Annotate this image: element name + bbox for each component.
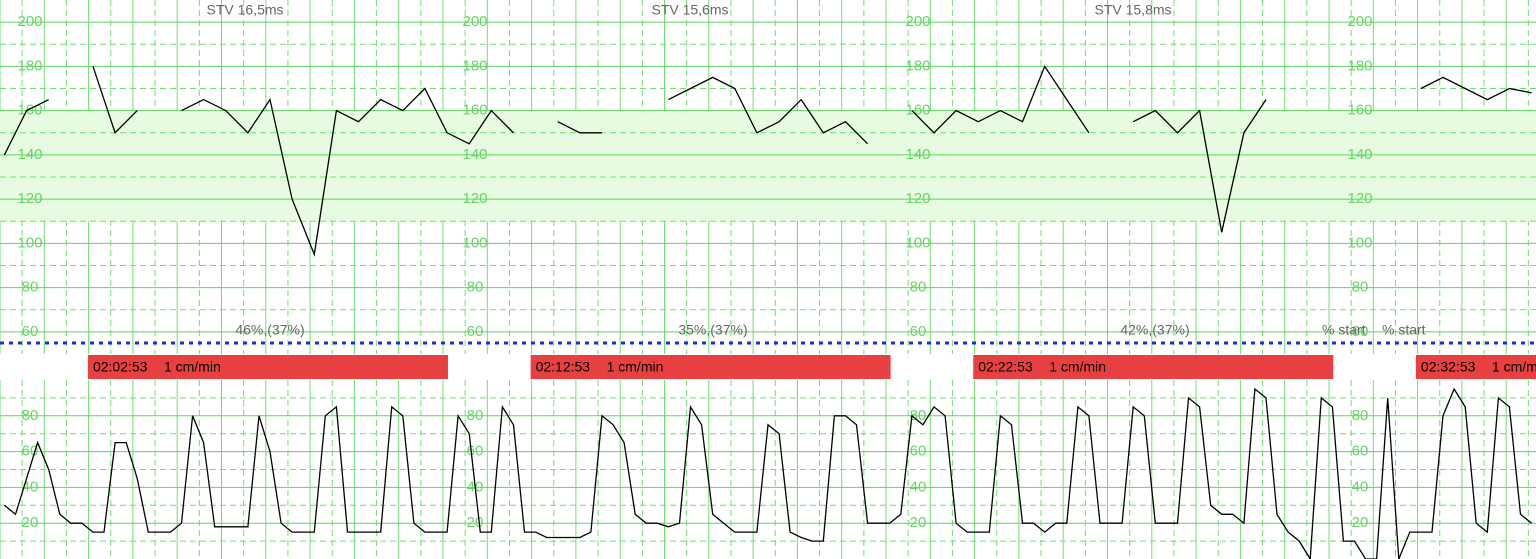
ratio-label: 42%,(37%) — [1120, 322, 1189, 338]
y-tick-label: 140 — [17, 146, 42, 163]
y-tick-label: 40 — [910, 478, 927, 495]
time-band — [530, 355, 891, 379]
stv-label: STV 16,5ms — [206, 2, 283, 18]
y-tick-label: 80 — [22, 407, 39, 424]
y-tick-label: 160 — [905, 102, 930, 119]
y-tick-label: 120 — [1347, 190, 1372, 207]
speed-label: 1 cm/min — [607, 359, 664, 375]
time-label: 02:02:53 — [93, 359, 148, 375]
y-tick-label: 140 — [1347, 146, 1372, 163]
y-tick-label: 80 — [22, 279, 39, 296]
ratio-label: 35%,(37%) — [678, 322, 747, 338]
time-label: 02:22:53 — [978, 359, 1033, 375]
y-tick-label: 120 — [462, 190, 487, 207]
y-tick-label: 80 — [467, 279, 484, 296]
y-tick-label: 140 — [462, 146, 487, 163]
y-tick-label: 100 — [462, 234, 487, 251]
y-tick-label: 80 — [467, 407, 484, 424]
y-tick-label: 60 — [467, 323, 484, 340]
stv-label: STV 15,6ms — [651, 2, 728, 18]
y-tick-label: 80 — [910, 407, 927, 424]
y-tick-label: 200 — [462, 13, 487, 30]
normal-band — [0, 110, 1536, 222]
y-tick-label: 120 — [905, 190, 930, 207]
y-tick-label: 80 — [910, 279, 927, 296]
y-tick-label: 80 — [1352, 407, 1369, 424]
ratio-label: 46%,(37%) — [235, 322, 304, 338]
y-tick-label: 180 — [17, 57, 42, 74]
speed-label: 1 cm/min — [164, 359, 221, 375]
y-tick-label: 140 — [905, 146, 930, 163]
y-tick-label: 180 — [1347, 57, 1372, 74]
time-band — [87, 355, 448, 379]
y-tick-label: 60 — [910, 323, 927, 340]
y-tick-label: 100 — [1347, 234, 1372, 251]
y-tick-label: 120 — [17, 190, 42, 207]
y-tick-label: 20 — [910, 514, 927, 531]
y-tick-label: 60 — [1352, 323, 1369, 340]
time-label: 02:32:53 — [1421, 359, 1476, 375]
status-label: % start — [1382, 322, 1426, 338]
y-tick-label: 60 — [467, 443, 484, 460]
y-tick-label: 20 — [467, 514, 484, 531]
y-tick-label: 60 — [22, 323, 39, 340]
y-tick-label: 60 — [22, 443, 39, 460]
time-band — [973, 355, 1334, 379]
y-tick-label: 160 — [1347, 102, 1372, 119]
y-tick-label: 180 — [905, 57, 930, 74]
time-label: 02:12:53 — [536, 359, 591, 375]
speed-label: 1 cm/min — [1492, 359, 1536, 375]
y-tick-label: 200 — [905, 13, 930, 30]
y-tick-label: 200 — [1347, 13, 1372, 30]
y-tick-label: 80 — [1352, 279, 1369, 296]
y-tick-label: 40 — [1352, 478, 1369, 495]
y-tick-label: 160 — [462, 102, 487, 119]
trace-line — [3, 65, 1532, 257]
y-tick-label: 60 — [1352, 443, 1369, 460]
time-band — [1415, 355, 1536, 379]
speed-label: 1 cm/min — [1049, 359, 1106, 375]
y-tick-label: 20 — [22, 514, 39, 531]
stv-label: STV 15,8ms — [1094, 2, 1171, 18]
y-tick-label: 100 — [17, 234, 42, 251]
y-tick-label: 20 — [1352, 514, 1369, 531]
y-tick-label: 180 — [462, 57, 487, 74]
status-label: % start — [1322, 322, 1366, 338]
y-tick-label: 100 — [905, 234, 930, 251]
y-tick-label: 60 — [910, 443, 927, 460]
y-tick-label: 200 — [17, 13, 42, 30]
trace-line — [3, 387, 1533, 559]
